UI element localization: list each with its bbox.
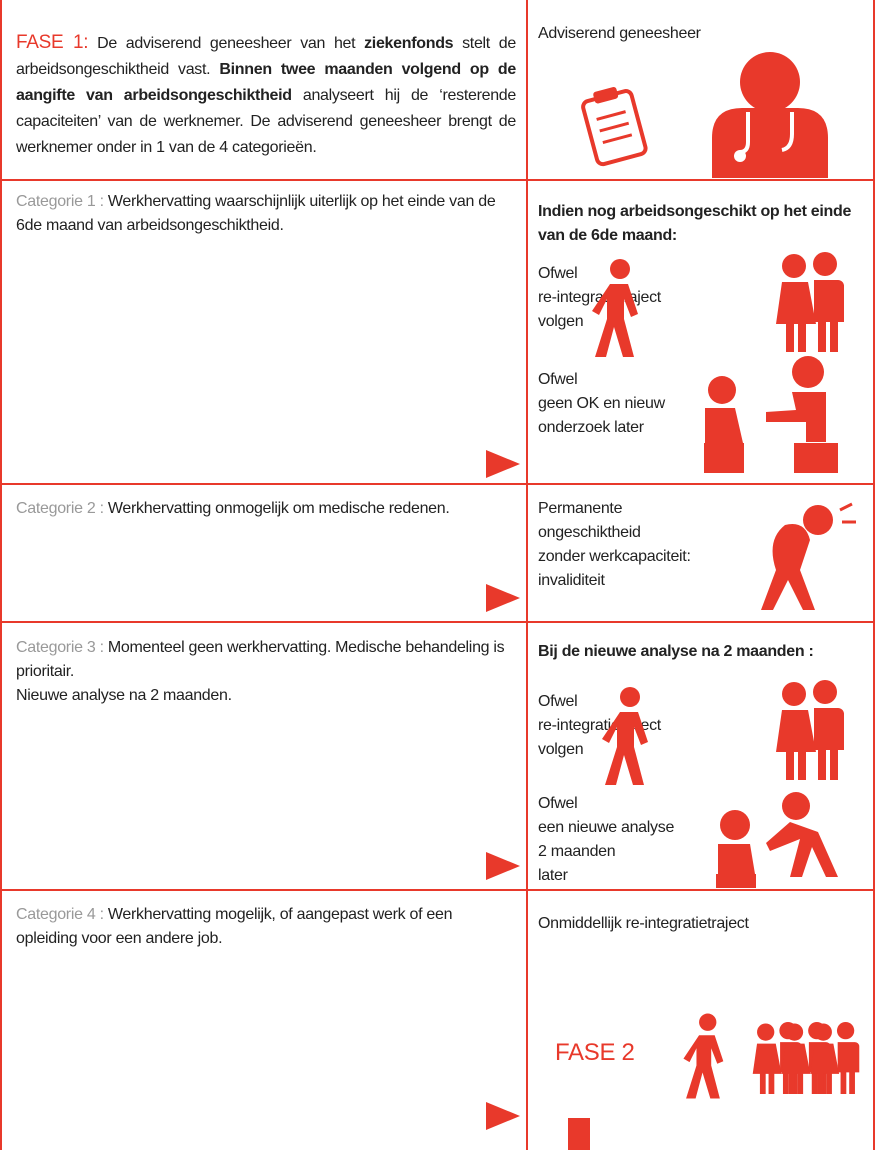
category-label: Categorie 3 : [16, 639, 104, 656]
row-divider [0, 621, 875, 623]
line: volgen [538, 313, 584, 330]
line: Ofwel [538, 371, 578, 388]
phase-label: FASE 1: [16, 32, 89, 53]
text: De adviserend geneesheer van het [88, 35, 365, 52]
line: 2 maanden [538, 843, 616, 860]
line: later [538, 867, 568, 884]
arrow [486, 1102, 520, 1130]
line: ongeschiktheid [538, 524, 641, 541]
heading: Indien nog arbeidsongeschikt op het eind… [538, 203, 852, 244]
category-label: Categorie 4 : [16, 906, 104, 923]
heading: Onmiddellijk re-integratietraject [538, 915, 749, 932]
line: invaliditeit [538, 572, 605, 589]
border [873, 0, 875, 1150]
walking-person-icon [592, 259, 638, 357]
walking-person-icon [602, 687, 648, 785]
heading: Adviserend geneesheer [538, 25, 701, 42]
row-divider [0, 179, 875, 181]
line: zonder werkcapaciteit: [538, 548, 691, 565]
phase-badge: FASE 2 [555, 1039, 635, 1066]
line: geen OK en nieuw [538, 395, 665, 412]
arrow [486, 450, 520, 478]
row-divider [0, 889, 875, 891]
border [0, 0, 2, 1150]
category-text: Categorie 4 : Werkhervatting mogelijk, o… [16, 903, 506, 951]
text: Werkhervatting onmogelijk om medische re… [107, 500, 450, 517]
arrow [486, 852, 520, 880]
text: Werkhervatting waarschijnlijk uiterlijk … [16, 193, 496, 234]
doctor-icon [712, 52, 828, 178]
line: Ofwel [538, 693, 578, 710]
text: Momenteel geen werkhervatting. Medische … [16, 639, 505, 680]
line: een nieuwe analyse [538, 819, 675, 836]
clipboard-icon [581, 86, 648, 167]
injection-icon [716, 792, 838, 888]
option: Ofwel geen OK en nieuw onderzoek later [538, 368, 665, 440]
category-label: Categorie 1 : [16, 193, 104, 210]
category-text: Categorie 2 : Werkhervatting onmogelijk … [16, 497, 516, 521]
line: volgen [538, 741, 584, 758]
line: onderzoek later [538, 419, 644, 436]
text: analyseert hij de ‘resterende capaciteit… [16, 87, 516, 156]
couple-icon [776, 252, 844, 352]
category-text: Categorie 1 : Werkhervatting waarschijnl… [16, 190, 506, 238]
doctor-patient-icon [704, 356, 838, 473]
heading: Bij de nieuwe analyse na 2 maanden : [538, 643, 814, 660]
group-icon [753, 1022, 860, 1094]
arrow-stem [568, 1118, 590, 1150]
text-bold: ziekenfonds [364, 35, 454, 52]
couple-icon [776, 680, 844, 780]
line: Ofwel [538, 795, 578, 812]
text: stelt de arbeidsongeschiktheid vast. [16, 35, 516, 78]
arrow [486, 584, 520, 612]
text: Nieuwe analyse na 2 maanden. [16, 687, 232, 704]
pain-icon [761, 502, 856, 610]
description: Permanente ongeschiktheid zonder werkcap… [538, 497, 691, 593]
column-divider [526, 0, 528, 1150]
row-divider [0, 483, 875, 485]
category-label: Categorie 2 : [16, 500, 104, 517]
category-text: Categorie 3 : Momenteel geen werkhervatt… [16, 636, 506, 708]
text: Werkhervatting mogelijk, of aangepast we… [16, 906, 453, 947]
walking-person-icon [683, 1013, 724, 1099]
text-bold: Binnen twee maanden volgend op de aangif… [16, 61, 517, 104]
intro-paragraph: FASE 1: De adviserend geneesheer van het… [16, 30, 516, 161]
line: Ofwel [538, 265, 578, 282]
option: Ofwel een nieuwe analyse 2 maanden later [538, 792, 674, 888]
line: Permanente [538, 500, 623, 517]
